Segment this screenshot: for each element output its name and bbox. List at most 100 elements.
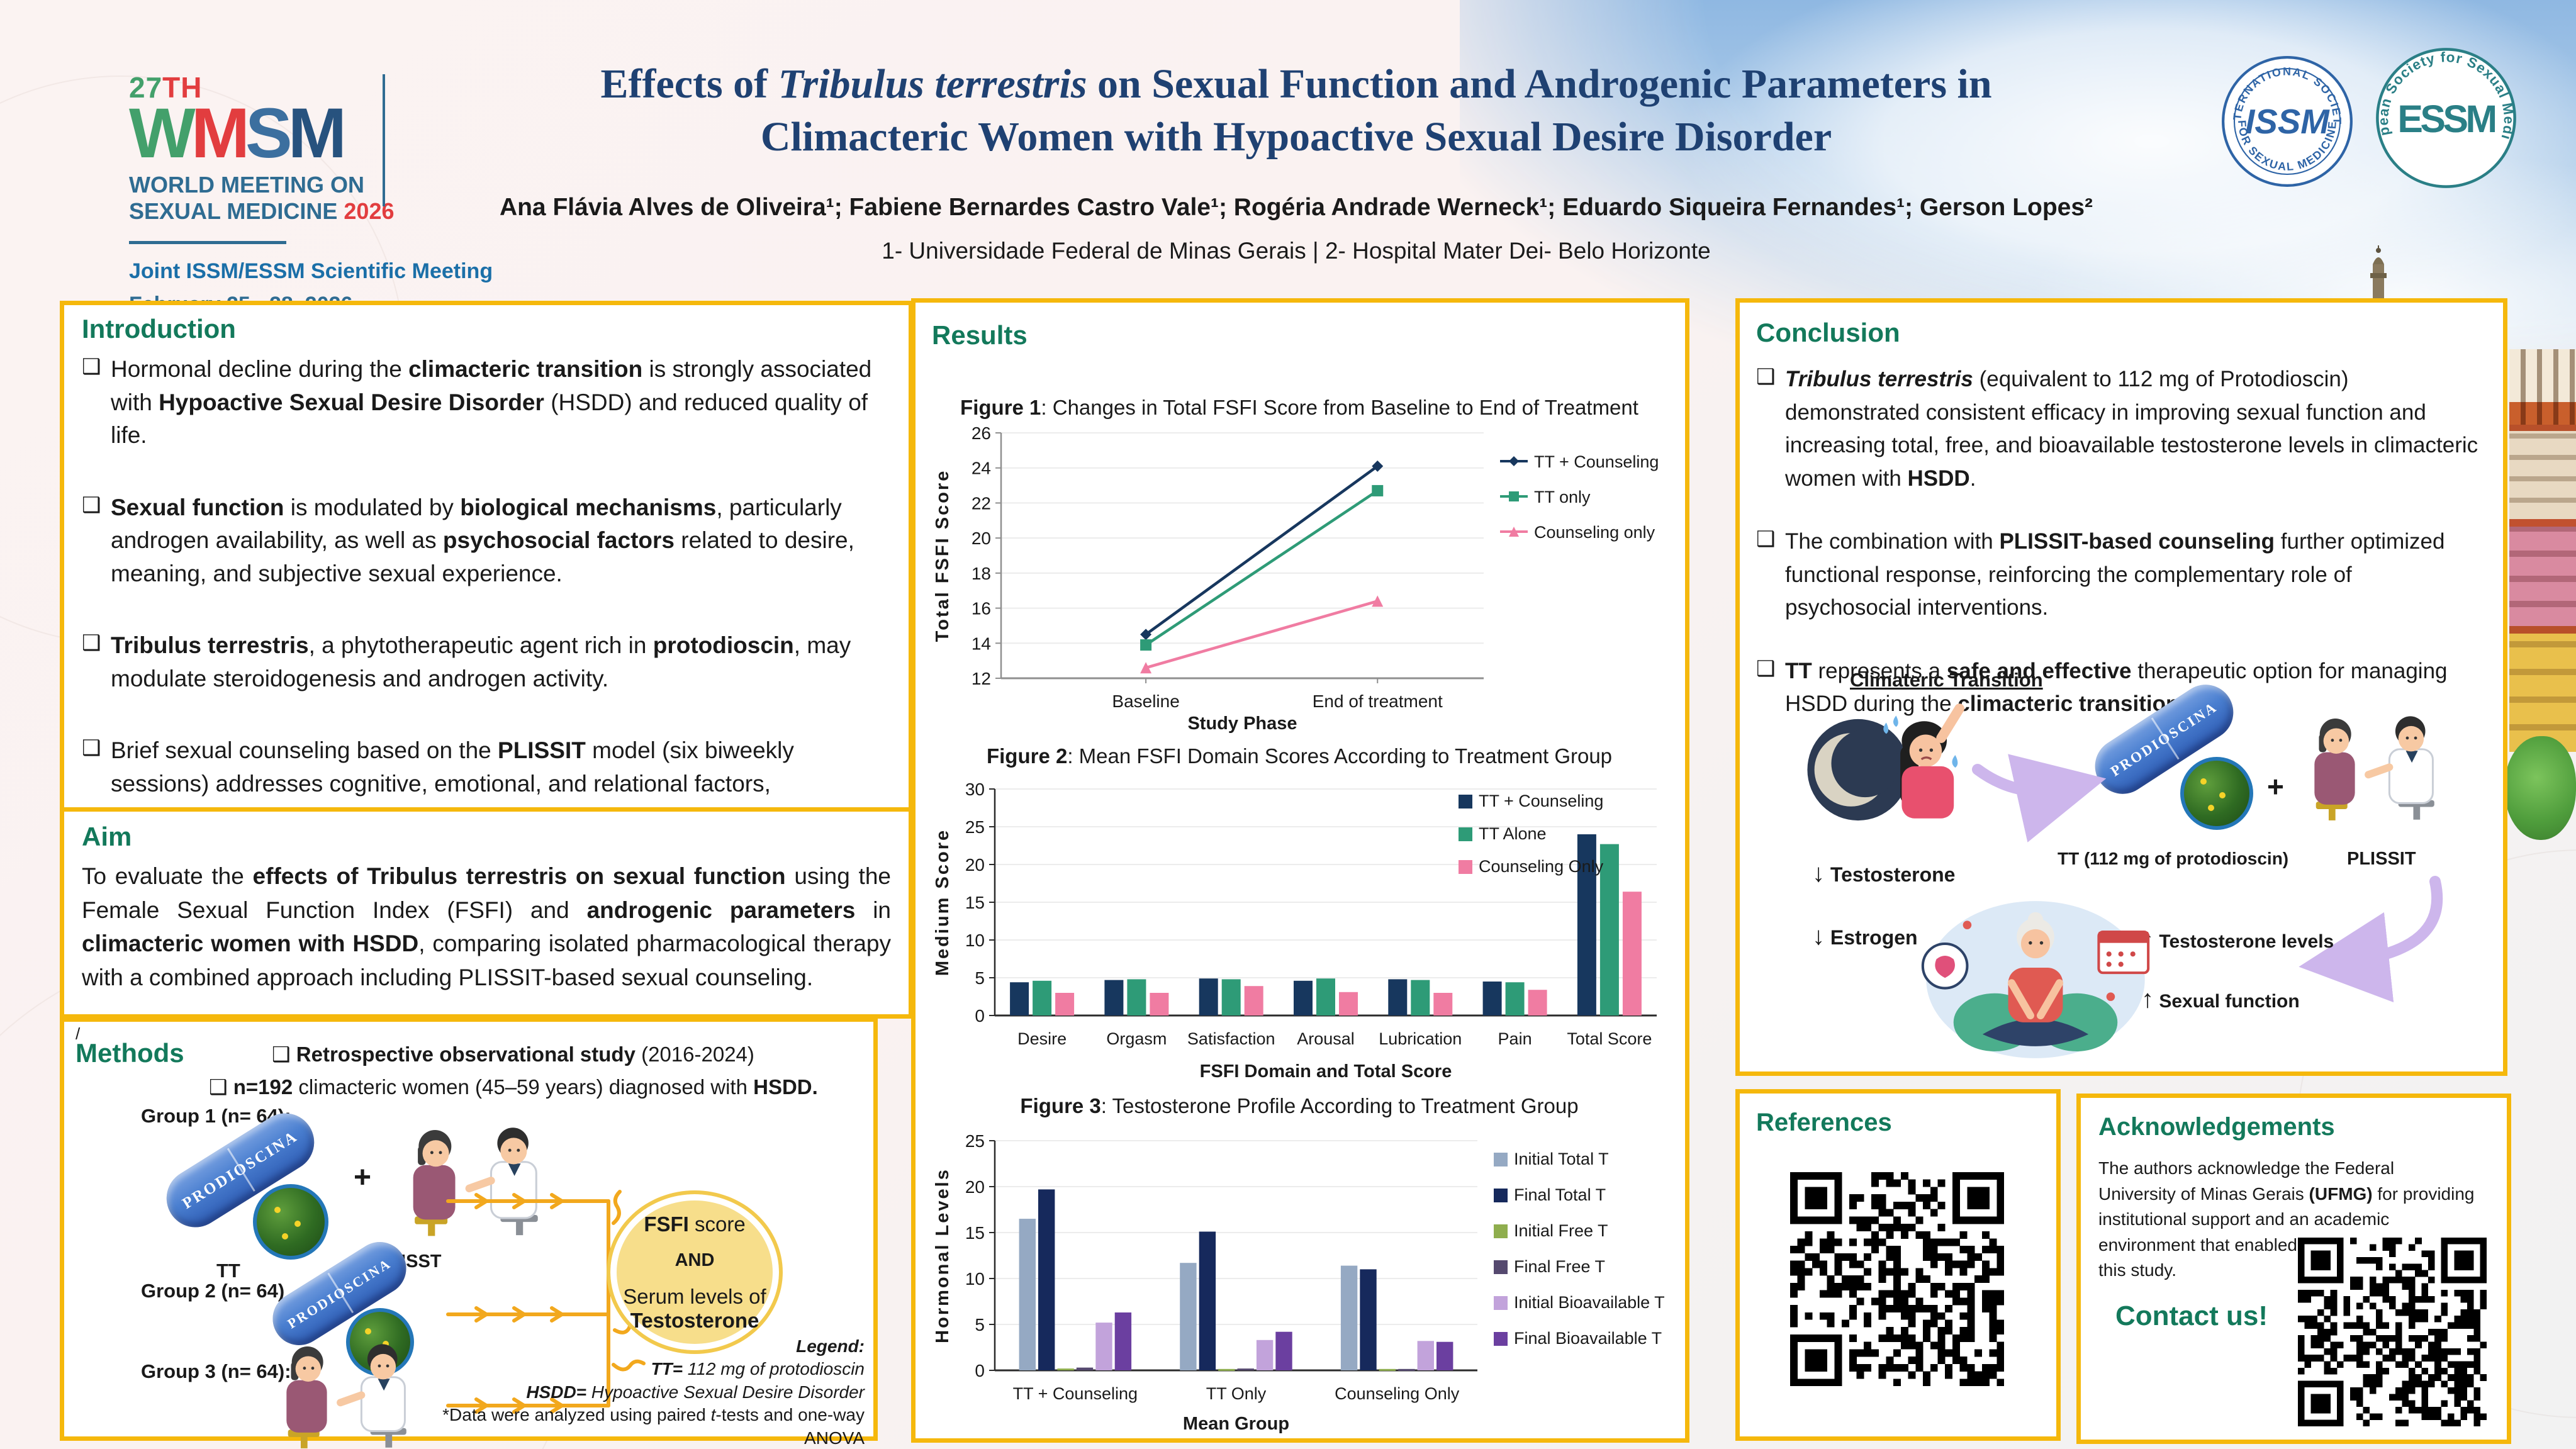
tribulus-plant-photo: [2180, 757, 2253, 830]
tree-illustration: [2504, 736, 2576, 840]
svg-text:Counseling Only: Counseling Only: [1479, 857, 1604, 876]
estrogen-down-label: ↓ Estrogen: [1812, 922, 1918, 950]
slash-mark: /: [76, 1024, 81, 1043]
results-heading: Results: [932, 320, 1028, 350]
title-line-1: Effects of Tribulus terrestris on Sexual…: [600, 61, 1992, 107]
outcome-line4: Testosterone: [630, 1308, 759, 1332]
wmsm-line1: WORLD MEETING ON: [129, 172, 364, 198]
svg-text:FSFI Domain and Total Score: FSFI Domain and Total Score: [1200, 1061, 1452, 1082]
svg-text:Mean Group: Mean Group: [1183, 1414, 1289, 1434]
figure2-chart: 0 5 10 15 20 25 30 Medium Score FSFI Domain and …: [927, 771, 1672, 1086]
svg-text:15: 15: [965, 893, 985, 912]
title-line-2: Climacteric Women with Hypoactive Sexual…: [760, 114, 1832, 160]
references-section: References: [1735, 1089, 2061, 1441]
diagram-title: Climateric Transition: [1850, 669, 2043, 691]
wmsm-acronym: WMSM: [129, 94, 347, 172]
clerigos-tower-illustration: [2370, 245, 2387, 302]
svg-text:26: 26: [972, 423, 991, 443]
methods-legend: Legend: TT= 112 mg of protodioscin HSDD=…: [442, 1336, 865, 1448]
wmsm-edition-suffix: TH: [162, 71, 203, 104]
references-heading: References: [1756, 1109, 1892, 1136]
plissit-caption: PLISSIT: [2347, 849, 2416, 869]
svg-text:End of treatment: End of treatment: [1313, 691, 1443, 711]
testosterone-down-label: ↓ Testosterone: [1812, 859, 1956, 887]
group3-label: Group 3 (n= 64):: [141, 1360, 291, 1382]
contact-qr-code: [2298, 1238, 2487, 1426]
svg-text:Initial Total T: Initial Total T: [1514, 1150, 1609, 1168]
svg-text:Arousal: Arousal: [1297, 1029, 1355, 1048]
aim-section: Aim To evaluate the effects of Tribulus …: [60, 807, 913, 1019]
plus-sign: +: [2267, 770, 2284, 803]
poster-title: Effects of Tribulus terrestris on Sexual…: [415, 58, 2177, 164]
svg-text:Counseling only: Counseling only: [1534, 523, 1655, 542]
svg-text:Study Phase: Study Phase: [1187, 713, 1297, 734]
svg-text:Final Bioavailable T: Final Bioavailable T: [1514, 1329, 1662, 1348]
svg-text:10: 10: [965, 931, 985, 950]
authors-line: Ana Flávia Alves de Oliveira¹; Fabiene B…: [499, 194, 2093, 221]
aim-heading: Aim: [82, 822, 132, 851]
up-arrow-icon: ↑: [2141, 985, 2154, 1013]
svg-text:10: 10: [965, 1269, 985, 1289]
acknowledgements-section: Acknowledgements The authors acknowledge…: [2076, 1094, 2511, 1444]
wmsm-line2: SEXUAL MEDICINE 2026: [129, 198, 395, 225]
svg-text:Medium Score: Medium Score: [932, 829, 953, 976]
svg-text:Lubrication: Lubrication: [1379, 1029, 1462, 1048]
acknowledgements-heading: Acknowledgements: [2098, 1113, 2335, 1141]
svg-text:Final Total T: Final Total T: [1514, 1185, 1606, 1204]
svg-text:TT + Counseling: TT + Counseling: [1013, 1384, 1138, 1403]
outcome-ellipse: FSFI score AND Serum levels of Testoster…: [607, 1190, 783, 1354]
svg-text:5: 5: [975, 968, 985, 988]
outcome-line2: AND: [675, 1250, 715, 1270]
svg-text:Pain: Pain: [1498, 1029, 1532, 1048]
bullet-icon: ❑: [1756, 527, 1776, 551]
svg-text:Desire: Desire: [1017, 1029, 1067, 1048]
methods-bullet: ❑ Retrospective observational study (201…: [272, 1043, 754, 1066]
down-arrow-icon: ↓: [1812, 922, 1825, 950]
down-arrow-icon: ↓: [1812, 859, 1825, 887]
svg-text:TT only: TT only: [1534, 488, 1591, 506]
issm-logo: INTERNATIONAL SOCIETY FOR SEXUAL MEDICIN…: [2221, 55, 2353, 187]
conclusion-bullet: ❑ TT represents a safe and effective ther…: [1756, 655, 2483, 721]
sexual-function-up-label: ↑ Sexual function: [2141, 985, 2300, 1013]
svg-text:ESSM: ESSM: [2397, 98, 2495, 140]
group2-label: Group 2 (n= 64): [141, 1280, 285, 1302]
aim-text: To evaluate the effects of Tribulus terr…: [82, 863, 891, 990]
svg-text:Final Free T: Final Free T: [1514, 1257, 1605, 1276]
logo-separator-line: [383, 74, 385, 206]
svg-text:TT + Counseling: TT + Counseling: [1534, 452, 1659, 471]
bullet-icon: ❑: [82, 631, 101, 656]
outcome-line3: Serum levels of: [623, 1284, 766, 1308]
svg-text:24: 24: [972, 459, 991, 478]
contact-us-label: Contact us!: [2115, 1301, 2268, 1331]
outcome-line1: FSFI score: [644, 1212, 746, 1236]
bullet-icon: ❑: [1756, 365, 1776, 389]
svg-text:0: 0: [975, 1361, 985, 1380]
svg-text:Orgasm: Orgasm: [1106, 1029, 1167, 1048]
methods-section: / Methods ❑ Retrospective observational …: [60, 1017, 878, 1441]
plus-sign: +: [354, 1161, 372, 1194]
methods-heading: Methods: [76, 1038, 184, 1068]
bullet-icon: ❑: [82, 355, 101, 379]
tt-caption: TT (112 mg of protodioscin): [2058, 849, 2289, 868]
svg-text:5: 5: [975, 1315, 985, 1334]
svg-text:14: 14: [972, 634, 991, 653]
wmsm-edition-number: 27: [129, 71, 163, 104]
svg-text:Total Score: Total Score: [1567, 1029, 1652, 1048]
introduction-bullet: ❑ Sexual function is modulated by biologi…: [82, 491, 891, 591]
svg-text:25: 25: [965, 817, 985, 837]
svg-text:16: 16: [972, 599, 991, 618]
bullet-icon: ❑: [272, 1043, 291, 1066]
bullet-icon: ❑: [1756, 656, 1776, 681]
svg-text:Initial Free T: Initial Free T: [1514, 1221, 1608, 1240]
tribulus-plant-photo: [253, 1184, 328, 1260]
svg-text:Counseling Only: Counseling Only: [1335, 1384, 1460, 1403]
wmsm-year: 2026: [344, 198, 395, 225]
introduction-bullet: ❑ Hormonal decline during the climacteric…: [82, 353, 891, 452]
methods-bullet: ❑ n=192 climacteric women (45–59 years) …: [209, 1075, 818, 1099]
svg-text:12: 12: [972, 669, 991, 688]
introduction-section: Introduction ❑ Hormonal decline during th…: [60, 301, 913, 829]
introduction-heading: Introduction: [82, 314, 236, 344]
svg-text:Total FSFI Score: Total FSFI Score: [932, 469, 953, 642]
bullet-icon: ❑: [209, 1075, 228, 1099]
